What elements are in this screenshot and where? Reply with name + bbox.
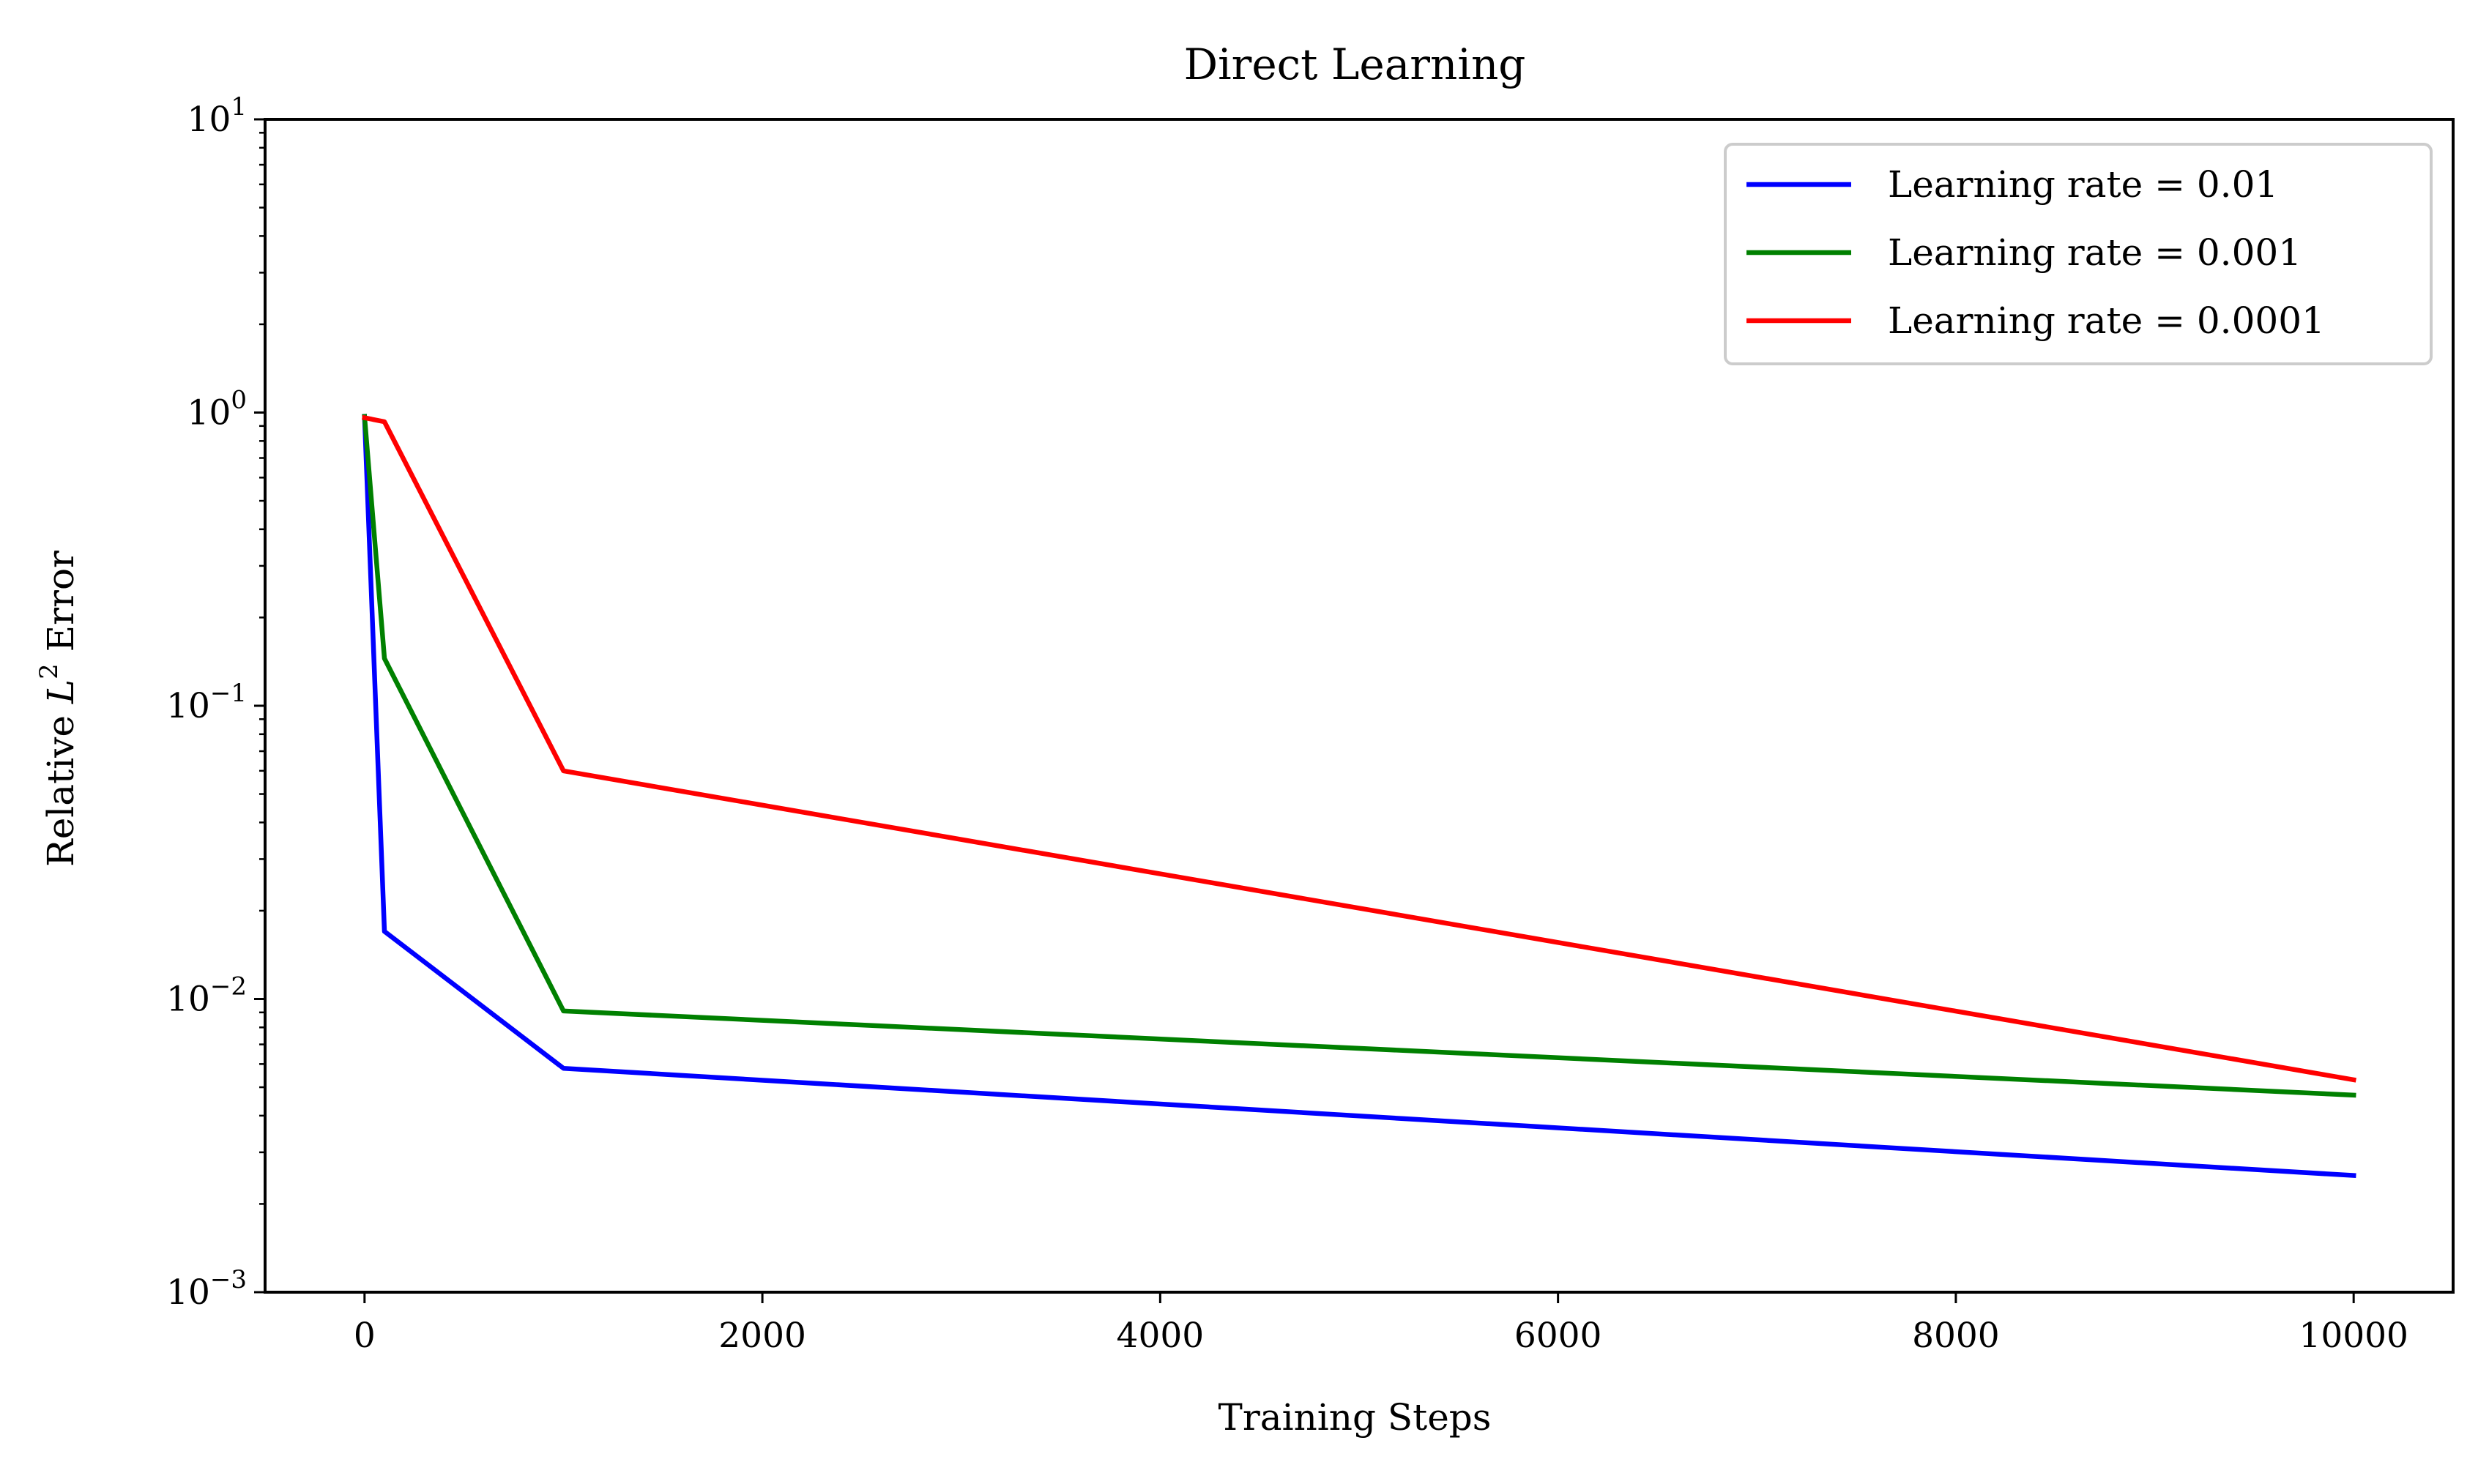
legend-label-3: Learning rate = 0.0001 bbox=[1888, 299, 2325, 342]
x-axis-label: Training Steps bbox=[1219, 1396, 1492, 1439]
y-axis-ticks: 10−3 10−2 10−1 100 101 bbox=[166, 92, 265, 1313]
x-axis-ticks: 0 2000 4000 6000 8000 10000 bbox=[354, 1292, 2408, 1356]
y-axis-label: Relative L2 Error bbox=[34, 551, 82, 867]
x-tick-label: 6000 bbox=[1514, 1316, 1602, 1356]
y-tick-label: 10−1 bbox=[166, 679, 247, 726]
plot-area bbox=[361, 414, 2356, 1179]
y-axis-label-power: 2 bbox=[34, 663, 64, 679]
chart-title: Direct Learning bbox=[1184, 40, 1526, 89]
plot-frame bbox=[264, 118, 2455, 1294]
series-line-3 bbox=[361, 414, 2356, 1083]
x-tick-label: 2000 bbox=[718, 1316, 806, 1356]
y-tick-label: 100 bbox=[187, 386, 247, 433]
x-tick-label: 4000 bbox=[1117, 1316, 1205, 1356]
series-line-1 bbox=[362, 414, 2356, 1179]
x-tick-label: 8000 bbox=[1912, 1316, 2000, 1356]
y-tick-label: 10−2 bbox=[166, 972, 247, 1020]
y-tick-label: 10−3 bbox=[166, 1265, 247, 1313]
x-tick-label: 10000 bbox=[2299, 1316, 2408, 1356]
legend-label-2: Learning rate = 0.001 bbox=[1888, 231, 2302, 274]
y-axis-label-suffix: Error bbox=[40, 551, 82, 663]
legend-label-1: Learning rate = 0.01 bbox=[1888, 163, 2278, 206]
y-tick-label: 101 bbox=[187, 92, 247, 140]
legend: Learning rate = 0.01 Learning rate = 0.00… bbox=[1724, 143, 2433, 365]
x-tick-label: 0 bbox=[354, 1316, 376, 1356]
y-axis-label-symbol: L bbox=[40, 679, 82, 704]
legend-box bbox=[1724, 143, 2433, 365]
y-axis-label-prefix: Relative bbox=[40, 704, 82, 867]
series-line-2 bbox=[362, 414, 2356, 1098]
